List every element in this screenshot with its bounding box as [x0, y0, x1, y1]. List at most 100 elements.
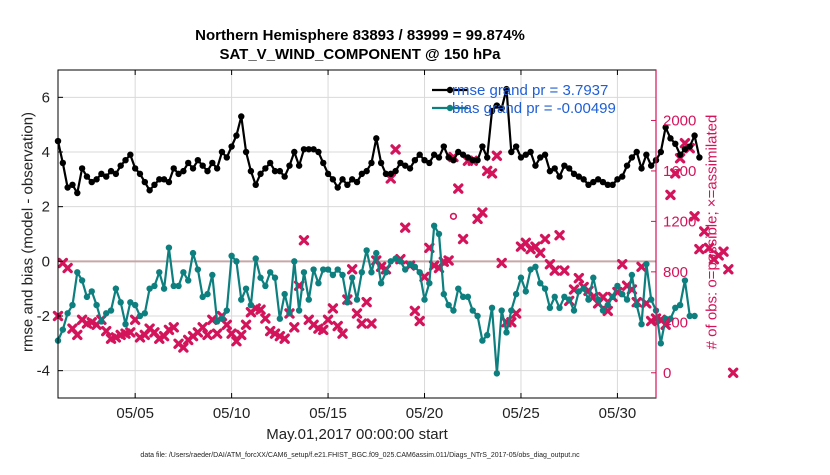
rmse-point: [599, 178, 607, 186]
legend-marker: [446, 104, 454, 112]
rmse-point: [479, 143, 486, 150]
assimilated-marker: [264, 325, 276, 337]
bias-point: [469, 307, 476, 314]
bias-point: [281, 290, 288, 298]
bias-point: [532, 263, 539, 270]
rmse-point: [320, 159, 327, 167]
bias-point: [117, 299, 124, 306]
bias-point: [479, 337, 486, 344]
y-tick-label-left: -4: [37, 363, 50, 380]
bias-point: [329, 271, 337, 279]
rmse-point: [185, 159, 192, 167]
bias-point: [575, 288, 583, 295]
rmse-point: [300, 146, 308, 153]
rmse-point: [233, 132, 240, 139]
assimilated-marker: [236, 329, 247, 341]
rmse-point: [387, 170, 394, 178]
rmse-point: [189, 165, 197, 172]
rmse-point: [252, 181, 259, 188]
bias-point: [107, 307, 115, 314]
y-tick-label-right: 800: [663, 264, 688, 281]
legend-entry: rmse grand pr = 3.7937: [452, 82, 608, 99]
rmse-point: [170, 165, 177, 172]
assimilated-marker: [168, 322, 179, 333]
bias-point: [146, 285, 153, 292]
bias-point: [160, 285, 168, 292]
assimilated-marker: [694, 243, 705, 255]
rmse-point: [667, 135, 674, 142]
rmse-point: [117, 162, 124, 169]
bias-point: [291, 258, 298, 265]
rmse-point: [672, 140, 679, 147]
rmse-point: [647, 162, 655, 169]
bias-point: [411, 263, 419, 270]
bias-point: [348, 274, 356, 281]
assimilated-marker: [723, 264, 734, 275]
bias-point: [305, 296, 312, 303]
rmse-point: [614, 176, 621, 183]
assimilated-marker: [346, 264, 358, 275]
bias-point: [257, 274, 264, 281]
rmse-point: [209, 159, 216, 167]
bias-point: [271, 274, 279, 281]
assimilated-marker: [718, 246, 729, 257]
bias-point: [199, 293, 206, 301]
bias-point: [238, 296, 245, 303]
bias-point: [286, 310, 293, 317]
bias-point: [209, 271, 216, 279]
axis-ticks: 05/05 05/10 05/15 05/20 05/25 05/30 -4 -2 0 2 4 6 0 4…: [37, 70, 696, 422]
bias-point: [189, 249, 197, 257]
bias-point: [93, 301, 100, 309]
rmse-point: [146, 187, 153, 194]
rmse-point: [103, 173, 110, 180]
assimilated-marker: [255, 304, 266, 315]
bias-point: [430, 222, 438, 229]
bias-point: [300, 269, 308, 276]
rmse-point: [377, 159, 385, 167]
assimilated-marker: [390, 144, 401, 155]
rmse-point: [623, 162, 631, 169]
assimilated-marker: [665, 189, 676, 201]
rmse-point: [262, 165, 269, 172]
assimilated-marker: [535, 247, 546, 259]
x-axis-label: May.01,2017 00:00:00 start: [266, 426, 448, 443]
assimilated-marker: [327, 303, 339, 314]
bias-point: [493, 370, 501, 377]
assimilated-marker: [163, 324, 175, 336]
rmse-point: [445, 154, 452, 161]
rmse-point: [344, 181, 351, 188]
rmse-point: [156, 176, 163, 183]
bias-point: [324, 266, 332, 273]
rmse-point: [619, 173, 626, 180]
rmse-point: [368, 159, 375, 167]
bias-point: [662, 315, 669, 322]
bias-point: [213, 318, 221, 325]
bias-point: [647, 296, 655, 303]
rmse-point: [199, 162, 206, 169]
bias-point: [204, 290, 211, 298]
plot-frame: [57, 69, 657, 399]
rmse-point: [180, 167, 187, 175]
rmse-point: [580, 176, 587, 183]
y-tick-label-right: 2000: [663, 112, 696, 129]
bias-point: [435, 230, 443, 238]
rmse-point: [93, 176, 100, 183]
bias-point: [131, 301, 139, 309]
assimilated-marker: [554, 230, 565, 241]
bias-point: [464, 293, 472, 301]
rmse-point: [291, 148, 298, 156]
bias-point: [295, 307, 303, 314]
bias-point: [262, 282, 269, 290]
assimilated-marker: [477, 207, 488, 218]
bias-point: [565, 296, 573, 303]
bias-point: [78, 277, 86, 284]
rmse-point: [358, 170, 366, 178]
bias-point: [223, 307, 230, 314]
rmse-point: [585, 181, 592, 188]
rmse-point: [546, 167, 554, 175]
assimilated-marker: [366, 318, 377, 329]
rmse-point: [474, 157, 481, 164]
y-tick-label-left: -2: [37, 308, 50, 325]
assimilated-marker: [260, 313, 271, 324]
